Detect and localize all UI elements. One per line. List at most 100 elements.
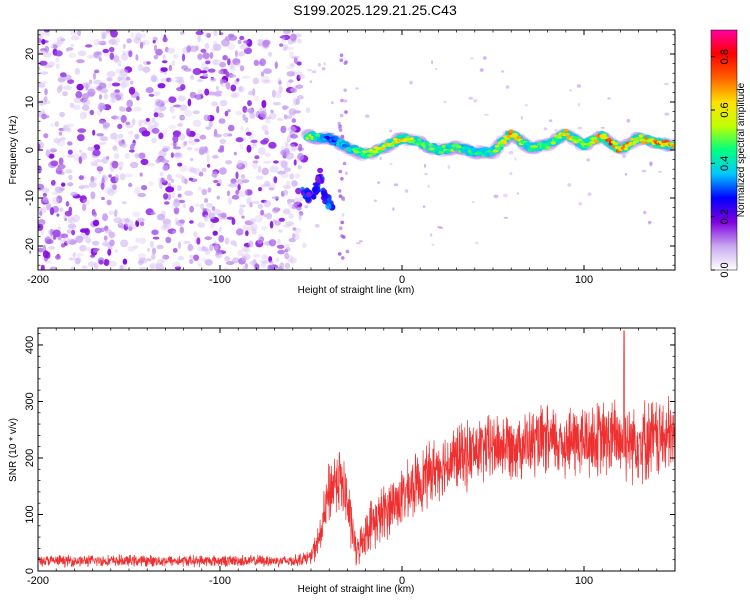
heatmap-cell bbox=[231, 218, 236, 225]
heatmap-cell bbox=[62, 236, 72, 244]
heatmap-cell bbox=[213, 179, 219, 184]
heatmap-cell bbox=[295, 33, 302, 38]
y-tick-label: 10 bbox=[24, 96, 36, 108]
heatmap-cell bbox=[622, 154, 626, 159]
heatmap-cell bbox=[389, 163, 393, 166]
heatmap-cell bbox=[197, 186, 202, 192]
heatmap-cell bbox=[298, 213, 302, 221]
heatmap-cell bbox=[180, 84, 186, 91]
heatmap-cell bbox=[135, 237, 140, 243]
heatmap-cell bbox=[79, 195, 88, 204]
heatmap-cell bbox=[121, 217, 126, 223]
heatmap-cell bbox=[60, 243, 66, 248]
heatmap-cell bbox=[171, 60, 176, 67]
heatmap-cell bbox=[271, 196, 280, 200]
heatmap-cell bbox=[286, 65, 295, 69]
heatmap-cell bbox=[230, 84, 237, 92]
heatmap-cell bbox=[152, 40, 156, 44]
heatmap-cell bbox=[148, 181, 154, 186]
heatmap-cell bbox=[181, 53, 186, 62]
heatmap-cell bbox=[202, 52, 210, 60]
heatmap-cell bbox=[65, 201, 70, 207]
heatmap-cell bbox=[74, 67, 81, 75]
trace-cell bbox=[313, 191, 319, 196]
heatmap-cell bbox=[109, 52, 115, 60]
trace-cell bbox=[311, 186, 318, 193]
heatmap-cell bbox=[587, 192, 592, 196]
heatmap-cell bbox=[379, 156, 383, 161]
heatmap-cell bbox=[184, 109, 193, 117]
heatmap-cell bbox=[377, 181, 381, 185]
trace-cell bbox=[367, 153, 373, 157]
heatmap-cell bbox=[250, 139, 258, 144]
heatmap-cell bbox=[626, 118, 631, 123]
heatmap-cell bbox=[67, 182, 74, 187]
heatmap-cell bbox=[273, 91, 282, 99]
heatmap-cell bbox=[204, 42, 210, 50]
heatmap-cell bbox=[189, 220, 194, 224]
heatmap-cell bbox=[98, 94, 103, 100]
heatmap-cell bbox=[251, 223, 258, 232]
heatmap-cell bbox=[283, 114, 288, 120]
heatmap-cell bbox=[175, 173, 183, 179]
heatmap-cell bbox=[272, 207, 280, 214]
heatmap-cell bbox=[154, 121, 160, 128]
heatmap-cell bbox=[151, 247, 157, 255]
trace-cell bbox=[429, 147, 435, 151]
heatmap-cell bbox=[38, 149, 42, 154]
heatmap-cell bbox=[59, 72, 67, 78]
trace-cell bbox=[337, 252, 342, 256]
heatmap-cell bbox=[80, 152, 87, 160]
heatmap-cell bbox=[431, 60, 434, 65]
heatmap-cell bbox=[192, 110, 200, 115]
heatmap-cell bbox=[285, 152, 295, 160]
heatmap-cell bbox=[224, 110, 229, 117]
heatmap-cell bbox=[524, 103, 528, 107]
heatmap-cell bbox=[69, 102, 75, 108]
heatmap-cell bbox=[41, 114, 50, 119]
heatmap-cell bbox=[224, 237, 230, 245]
heatmap-cell bbox=[389, 129, 393, 133]
heatmap-cell bbox=[228, 182, 238, 188]
heatmap-cell bbox=[162, 254, 170, 260]
trace-cell bbox=[312, 182, 320, 187]
heatmap-cell bbox=[92, 149, 101, 157]
heatmap-cell bbox=[139, 266, 148, 270]
heatmap-cell bbox=[100, 182, 105, 190]
heatmap-cell bbox=[136, 96, 140, 101]
heatmap-cell bbox=[263, 213, 267, 218]
heatmap-cell bbox=[194, 203, 201, 208]
trace-cell bbox=[438, 150, 445, 154]
heatmap-cell bbox=[66, 47, 74, 51]
heatmap-cell bbox=[70, 43, 74, 48]
heatmap-cell bbox=[331, 132, 334, 136]
heatmap-cell bbox=[82, 82, 91, 88]
heatmap-cell bbox=[38, 167, 43, 173]
heatmap-cell bbox=[205, 60, 211, 65]
heatmap-cell bbox=[117, 133, 124, 139]
trace-cell bbox=[343, 148, 348, 152]
heatmap-cell bbox=[49, 266, 57, 270]
heatmap-cell bbox=[186, 45, 192, 53]
heatmap-cell bbox=[641, 169, 647, 173]
heatmap-cell bbox=[189, 91, 196, 99]
heatmap-cell bbox=[252, 200, 260, 204]
heatmap-cell bbox=[220, 78, 224, 85]
trace-cell bbox=[339, 113, 344, 118]
heatmap-cell bbox=[170, 178, 175, 183]
heatmap-cell bbox=[161, 256, 166, 264]
heatmap-cell bbox=[596, 130, 599, 133]
heatmap-cell bbox=[288, 108, 297, 116]
heatmap-cell bbox=[55, 167, 63, 175]
heatmap-cell bbox=[225, 160, 233, 165]
heatmap-cell bbox=[235, 189, 240, 195]
heatmap-cell bbox=[643, 210, 647, 215]
heatmap-cell bbox=[586, 158, 591, 162]
heatmap-cell bbox=[38, 223, 44, 231]
heatmap-cell bbox=[202, 73, 209, 78]
heatmap-cell bbox=[427, 184, 430, 188]
heatmap-cell bbox=[287, 115, 293, 119]
heatmap-cell bbox=[167, 47, 176, 54]
heatmap-cell bbox=[155, 263, 164, 270]
heatmap-cell bbox=[228, 197, 233, 205]
